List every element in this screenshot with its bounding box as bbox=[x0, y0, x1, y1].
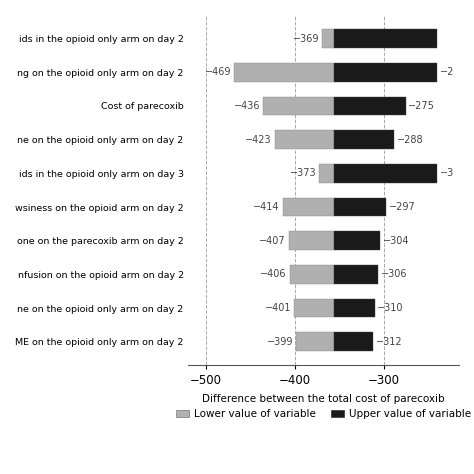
Bar bbox=[319, 164, 334, 182]
Text: −275: −275 bbox=[409, 101, 435, 111]
Legend: Lower value of variable, Upper value of variable: Lower value of variable, Upper value of … bbox=[172, 405, 474, 423]
Text: −399: −399 bbox=[267, 337, 293, 347]
Bar bbox=[334, 299, 375, 317]
X-axis label: Difference between the total cost of parecoxib: Difference between the total cost of par… bbox=[202, 394, 445, 404]
Text: −406: −406 bbox=[260, 269, 287, 279]
Bar bbox=[334, 97, 406, 115]
Bar bbox=[294, 299, 334, 317]
Text: −3: −3 bbox=[439, 168, 454, 178]
Text: −297: −297 bbox=[389, 202, 416, 212]
Text: −436: −436 bbox=[234, 101, 260, 111]
Bar bbox=[322, 29, 334, 48]
Bar bbox=[289, 231, 334, 250]
Text: −310: −310 bbox=[377, 303, 404, 313]
Text: −401: −401 bbox=[265, 303, 292, 313]
Bar bbox=[263, 97, 334, 115]
Text: −288: −288 bbox=[397, 135, 424, 145]
Bar bbox=[334, 198, 386, 216]
Bar bbox=[334, 164, 437, 182]
Text: −414: −414 bbox=[253, 202, 280, 212]
Bar bbox=[234, 63, 334, 82]
Text: −312: −312 bbox=[375, 337, 402, 347]
Bar bbox=[274, 130, 334, 149]
Text: −306: −306 bbox=[381, 269, 408, 279]
Bar bbox=[334, 265, 378, 283]
Bar bbox=[334, 29, 437, 48]
Bar bbox=[334, 63, 437, 82]
Text: −304: −304 bbox=[383, 236, 409, 246]
Text: −469: −469 bbox=[205, 67, 231, 77]
Bar bbox=[296, 332, 334, 351]
Text: −2: −2 bbox=[439, 67, 454, 77]
Bar bbox=[334, 332, 373, 351]
Text: −423: −423 bbox=[245, 135, 272, 145]
Bar bbox=[290, 265, 334, 283]
Text: −373: −373 bbox=[290, 168, 316, 178]
Text: −407: −407 bbox=[259, 236, 286, 246]
Bar bbox=[334, 130, 394, 149]
Bar bbox=[283, 198, 334, 216]
Bar bbox=[334, 231, 380, 250]
Text: −369: −369 bbox=[293, 34, 320, 44]
